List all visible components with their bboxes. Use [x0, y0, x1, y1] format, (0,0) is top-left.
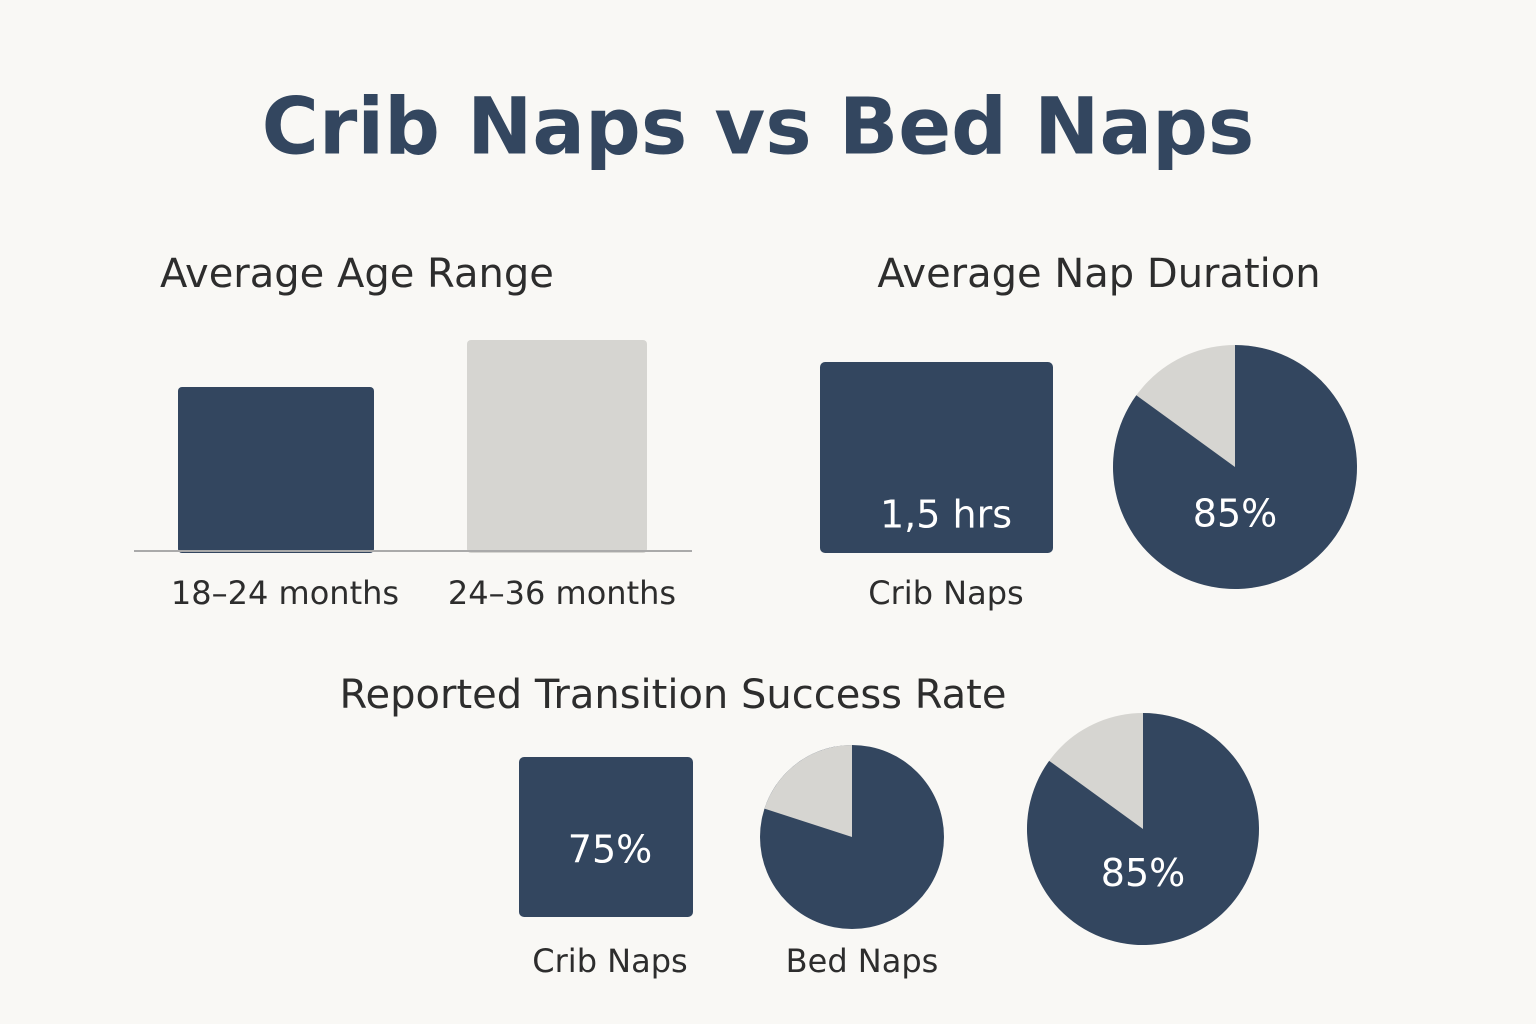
pie-label: 85%	[1193, 491, 1277, 535]
pie: 85%	[1027, 713, 1259, 945]
stat-label: Crib Naps	[532, 942, 687, 980]
pie-slice	[1113, 345, 1357, 589]
stat-value: 75%	[568, 828, 652, 872]
pie-slice	[1027, 713, 1259, 945]
stat-box	[820, 362, 1053, 553]
bar-label: 18–24 months	[171, 574, 399, 612]
stat-label: Bed Naps	[786, 942, 939, 980]
page-title: Crib Naps vs Bed Naps	[262, 82, 1255, 172]
stat-label: Crib Naps	[868, 574, 1023, 612]
bar	[178, 387, 374, 553]
bar-label: 24–36 months	[448, 574, 676, 612]
section-title: Average Nap Duration	[877, 251, 1320, 297]
section-title: Reported Transition Success Rate	[340, 672, 1007, 718]
bar	[467, 340, 647, 553]
pie-slice	[764, 745, 852, 837]
stat-box	[519, 757, 693, 917]
pie-label: 85%	[1101, 851, 1185, 895]
section-title: Average Age Range	[160, 251, 554, 297]
pie: 85%	[1113, 345, 1357, 589]
stat-value: 1,5 hrs	[880, 493, 1012, 537]
